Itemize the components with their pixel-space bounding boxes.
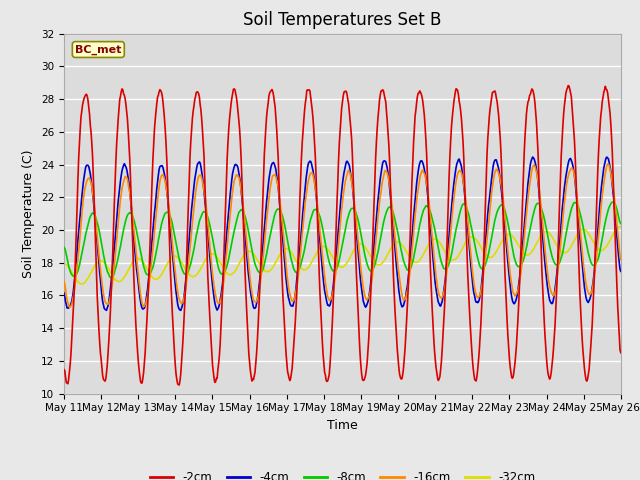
Title: Soil Temperatures Set B: Soil Temperatures Set B <box>243 11 442 29</box>
Legend: -2cm, -4cm, -8cm, -16cm, -32cm: -2cm, -4cm, -8cm, -16cm, -32cm <box>145 466 540 480</box>
Text: BC_met: BC_met <box>75 44 122 55</box>
Y-axis label: Soil Temperature (C): Soil Temperature (C) <box>22 149 35 278</box>
X-axis label: Time: Time <box>327 419 358 432</box>
